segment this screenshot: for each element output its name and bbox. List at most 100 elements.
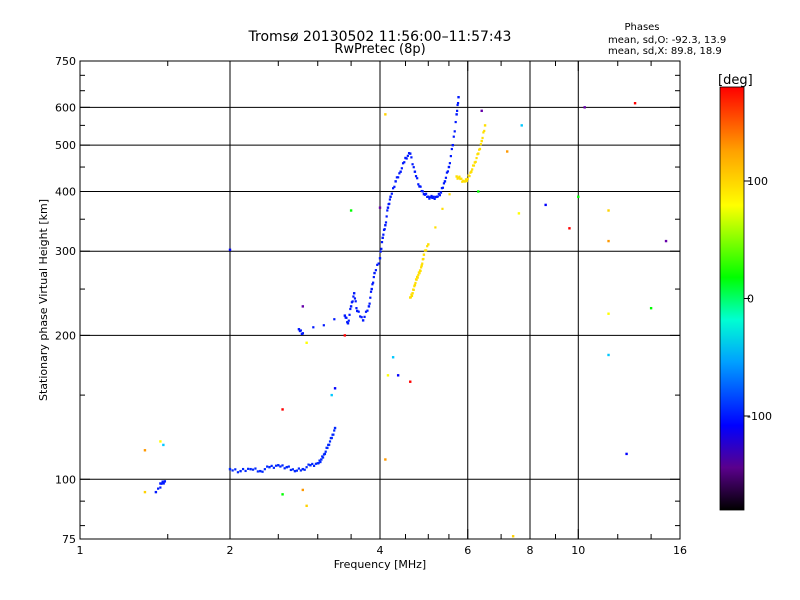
- data-point: [328, 440, 332, 443]
- data-point: [607, 353, 610, 357]
- data-point: [159, 482, 162, 485]
- data-point: [381, 236, 384, 240]
- data-point: [607, 239, 610, 243]
- data-point: [411, 163, 414, 166]
- data-point: [480, 109, 483, 113]
- data-point: [256, 470, 259, 473]
- data-point: [428, 197, 431, 200]
- data-point: [399, 170, 402, 173]
- data-point: [157, 487, 160, 490]
- data-point: [355, 309, 359, 313]
- data-point: [397, 176, 400, 179]
- data-point: [376, 263, 379, 266]
- data-point: [457, 95, 460, 99]
- stats-line-x: mean, sd,X: 89.8, 18.9: [608, 46, 722, 57]
- data-point: [318, 459, 321, 462]
- data-point: [373, 271, 376, 275]
- x-tick-label: 1: [77, 544, 84, 557]
- data-point: [317, 462, 320, 465]
- data-point: [277, 464, 280, 467]
- data-point: [297, 328, 301, 331]
- data-point: [333, 318, 336, 321]
- x-tick-label: 6: [464, 544, 471, 557]
- data-point: [239, 469, 242, 473]
- data-point: [505, 150, 509, 153]
- data-point: [392, 187, 395, 190]
- data-point: [299, 329, 302, 332]
- grid-layer: [80, 61, 680, 539]
- data-point: [420, 266, 423, 269]
- data-point: [320, 458, 323, 461]
- data-point: [301, 332, 305, 335]
- data-point: [254, 467, 257, 470]
- data-point: [517, 212, 521, 215]
- data-point: [357, 310, 360, 313]
- data-point: [343, 314, 347, 317]
- data-point: [419, 269, 422, 273]
- data-point: [372, 281, 375, 284]
- data-point: [332, 433, 335, 436]
- data-point: [279, 465, 282, 468]
- data-point: [396, 374, 400, 377]
- chart-subtitle: RwPretec (8p): [334, 42, 425, 57]
- data-point: [452, 135, 455, 138]
- data-point: [409, 296, 412, 299]
- axis-ticks: 75 100 200 300 400 500 600 750 1 2 4 6 8 10 16: [55, 55, 687, 557]
- data-point: [419, 185, 422, 188]
- data-point: [364, 310, 368, 313]
- data-point: [446, 170, 450, 173]
- data-point: [433, 197, 436, 200]
- data-point: [231, 469, 234, 472]
- data-point: [410, 294, 414, 298]
- data-point: [305, 504, 308, 508]
- data-point: [511, 535, 515, 538]
- data-point: [482, 131, 485, 134]
- data-point: [441, 186, 445, 189]
- data-point: [468, 175, 471, 178]
- data-point: [477, 190, 480, 193]
- data-point: [454, 120, 457, 124]
- y-axis-label: Stationary phase Virtual Height [km]: [37, 199, 50, 401]
- data-point: [420, 189, 423, 193]
- data-point: [388, 198, 392, 201]
- data-point: [544, 203, 547, 207]
- data-point: [305, 341, 308, 344]
- data-point: [414, 175, 418, 178]
- data-point: [568, 227, 571, 230]
- data-point: [379, 250, 382, 253]
- data-point: [346, 322, 350, 325]
- data-point: [355, 307, 358, 310]
- data-point: [378, 257, 382, 260]
- data-point: [401, 162, 405, 165]
- data-point: [649, 306, 653, 310]
- data-point: [359, 315, 362, 318]
- data-point: [374, 269, 377, 272]
- data-point: [349, 305, 353, 308]
- data-point: [425, 249, 428, 252]
- data-point: [425, 192, 428, 195]
- data-point: [372, 275, 375, 279]
- data-point: [263, 468, 266, 471]
- data-point: [161, 481, 164, 484]
- data-point: [384, 221, 388, 224]
- data-point: [398, 172, 401, 175]
- data-point: [380, 241, 384, 244]
- data-point: [432, 195, 435, 198]
- data-point: [319, 460, 322, 464]
- data-point: [281, 464, 284, 467]
- data-point: [303, 468, 306, 471]
- data-point: [413, 283, 417, 287]
- data-point: [363, 315, 366, 318]
- data-point: [360, 316, 363, 319]
- data-point: [352, 295, 355, 298]
- data-point: [386, 374, 390, 377]
- y-tick-label: 300: [55, 245, 76, 258]
- data-point: [328, 443, 331, 446]
- data-point: [330, 436, 333, 440]
- data-point: [463, 180, 467, 183]
- data-point: [388, 202, 391, 205]
- data-point: [400, 167, 403, 170]
- data-point: [382, 233, 385, 236]
- data-point: [241, 467, 245, 471]
- data-point: [352, 292, 356, 295]
